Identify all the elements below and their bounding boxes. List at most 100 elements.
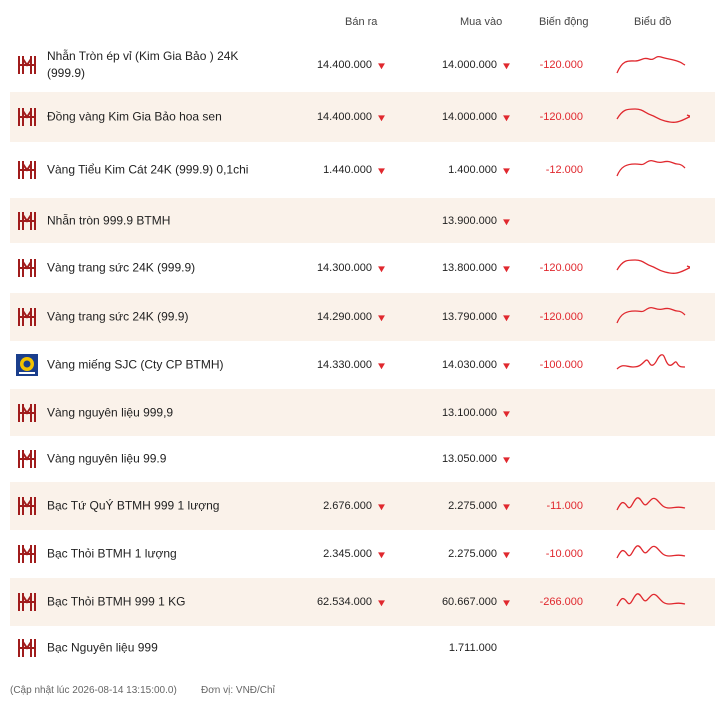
sparkline [616,354,686,370]
logo [18,308,36,326]
down-arrow [503,552,510,559]
price-row: Vàng nguyên liệu 99.9 13.050.000 [10,436,715,482]
product-name: Vàng Tiểu Kim Cát 24K (999.9) 0,1chi [47,162,249,177]
product-name: Vàng trang sức 24K (999.9) [47,260,196,275]
logo [18,639,36,657]
sparkline [616,593,686,607]
down-arrow [378,115,385,122]
logo [18,108,36,126]
sparkline [616,306,686,324]
price-row: Bạc Thỏi BTMH 999 1 KG 62.534.000 60.667.0… [10,578,715,626]
sell-price: 2.345.000 [323,548,372,560]
product-name: Bạc Tứ QuÝ BTMH 999 1 lượng [47,498,220,513]
down-arrow [503,410,510,417]
sell-price: 14.330.000 [316,359,372,371]
change: -266.000 [539,596,583,608]
sell-price: 14.400.000 [316,59,372,71]
down-arrow [378,63,385,70]
down-arrow [378,168,385,175]
change: -11.000 [546,500,584,512]
product-name: Vàng nguyên liệu 99.9 [47,451,167,466]
down-arrow [503,363,510,370]
change: -120.000 [539,111,583,123]
buy-price: 13.900.000 [441,214,497,227]
down-arrow [378,504,385,511]
sell-price: 14.290.000 [316,311,372,323]
unit: Đơn vị: VNĐ/Chỉ [201,685,275,696]
price-row: Vàng nguyên liệu 999,9 13.100.000 [10,389,715,436]
change: -10.000 [545,548,583,560]
down-arrow [378,552,385,559]
down-arrow [503,168,510,175]
product-name: Bạc Thỏi BTMH 1 lượng [47,546,177,561]
price-row: Bạc Nguyên liệu 999 1.711.000 [10,626,715,670]
down-arrow [378,315,385,322]
down-arrow [503,218,510,225]
product-name: Vàng miếng SJC (Cty CP BTMH) [47,357,224,372]
down-arrow [503,115,510,122]
col-header: Biểu đồ [634,16,672,28]
price-row: Vàng Tiểu Kim Cát 24K (999.9) 0,1chi 1.44… [10,142,715,198]
price-row: Đồng vàng Kim Gia Bảo hoa sen 14.400.000 1… [10,92,715,142]
down-arrow [378,600,385,607]
sell-price: 62.534.000 [316,596,372,608]
sparkline [616,159,686,177]
buy-price: 14.000.000 [441,59,497,71]
sell-price: 14.400.000 [316,111,372,123]
col-header: Bán ra [345,16,378,28]
down-arrow [503,600,510,607]
logo [18,545,36,563]
logo [16,354,38,376]
price-row: Bạc Thỏi BTMH 1 lượng 2.345.000 2.275.000 -… [10,530,715,578]
down-arrow [378,363,385,370]
buy-price: 2.275.000 [448,500,497,512]
change: -120.000 [539,262,583,274]
buy-price: 13.100.000 [441,406,497,419]
price-row: Bạc Tứ QuÝ BTMH 999 1 lượng 2.676.000 2.27… [10,482,715,530]
logo [18,56,36,74]
sparkline [616,55,686,74]
logo [18,497,36,515]
logo [18,161,36,179]
price-row: Vàng miếng SJC (Cty CP BTMH) 14.330.000 14… [10,341,715,389]
col-header: Mua vào [460,16,503,28]
updated: (Cập nhật lúc 2026-08-14 13:15:00.0) [10,685,177,696]
down-arrow [503,457,510,464]
buy-price: 1.711.000 [448,642,497,654]
price-row: Nhẫn Tròn ép vỉ (Kim Gia Bảo ) 24K (999.… [10,38,715,92]
change: -120.000 [539,59,583,71]
down-arrow [503,504,510,511]
product-name: Bạc Thỏi BTMH 999 1 KG [47,594,186,609]
sparkline [616,108,690,123]
price-row: Nhẫn tròn 999.9 BTMH 13.900.000 [10,198,715,243]
product-name: Nhẫn Tròn ép vỉ (Kim Gia Bảo ) 24K (999.… [47,49,239,80]
product-name: Vàng nguyên liệu 999,9 [47,405,174,419]
buy-price: 13.050.000 [441,453,497,465]
logo [18,259,36,277]
buy-price: 14.030.000 [441,359,497,371]
sell-price: 14.300.000 [316,262,372,274]
change: -120.000 [539,311,583,323]
logo [18,450,36,468]
buy-price: 14.000.000 [441,111,497,123]
sell-price: 1.440.000 [323,164,372,176]
logo [18,211,36,230]
buy-price: 13.800.000 [441,262,497,274]
down-arrow [503,315,510,322]
change: -100.000 [539,359,583,371]
sparkline [616,545,686,559]
buy-price: 1.400.000 [448,164,497,176]
down-arrow [503,266,510,273]
price-row: Vàng trang sức 24K (99.9) 14.290.000 13.79… [10,293,715,341]
down-arrow [378,266,385,273]
col-header: Biến động [539,16,589,28]
price-row: Vàng trang sức 24K (999.9) 14.300.000 13.8… [10,243,715,293]
product-name: Bạc Nguyên liệu 999 [47,640,158,655]
buy-price: 2.275.000 [448,548,497,560]
product-name: Nhẫn tròn 999.9 BTMH [47,213,171,227]
change: -12.000 [545,164,583,176]
sparkline [616,259,690,274]
logo [18,593,36,611]
buy-price: 60.667.000 [441,596,497,608]
